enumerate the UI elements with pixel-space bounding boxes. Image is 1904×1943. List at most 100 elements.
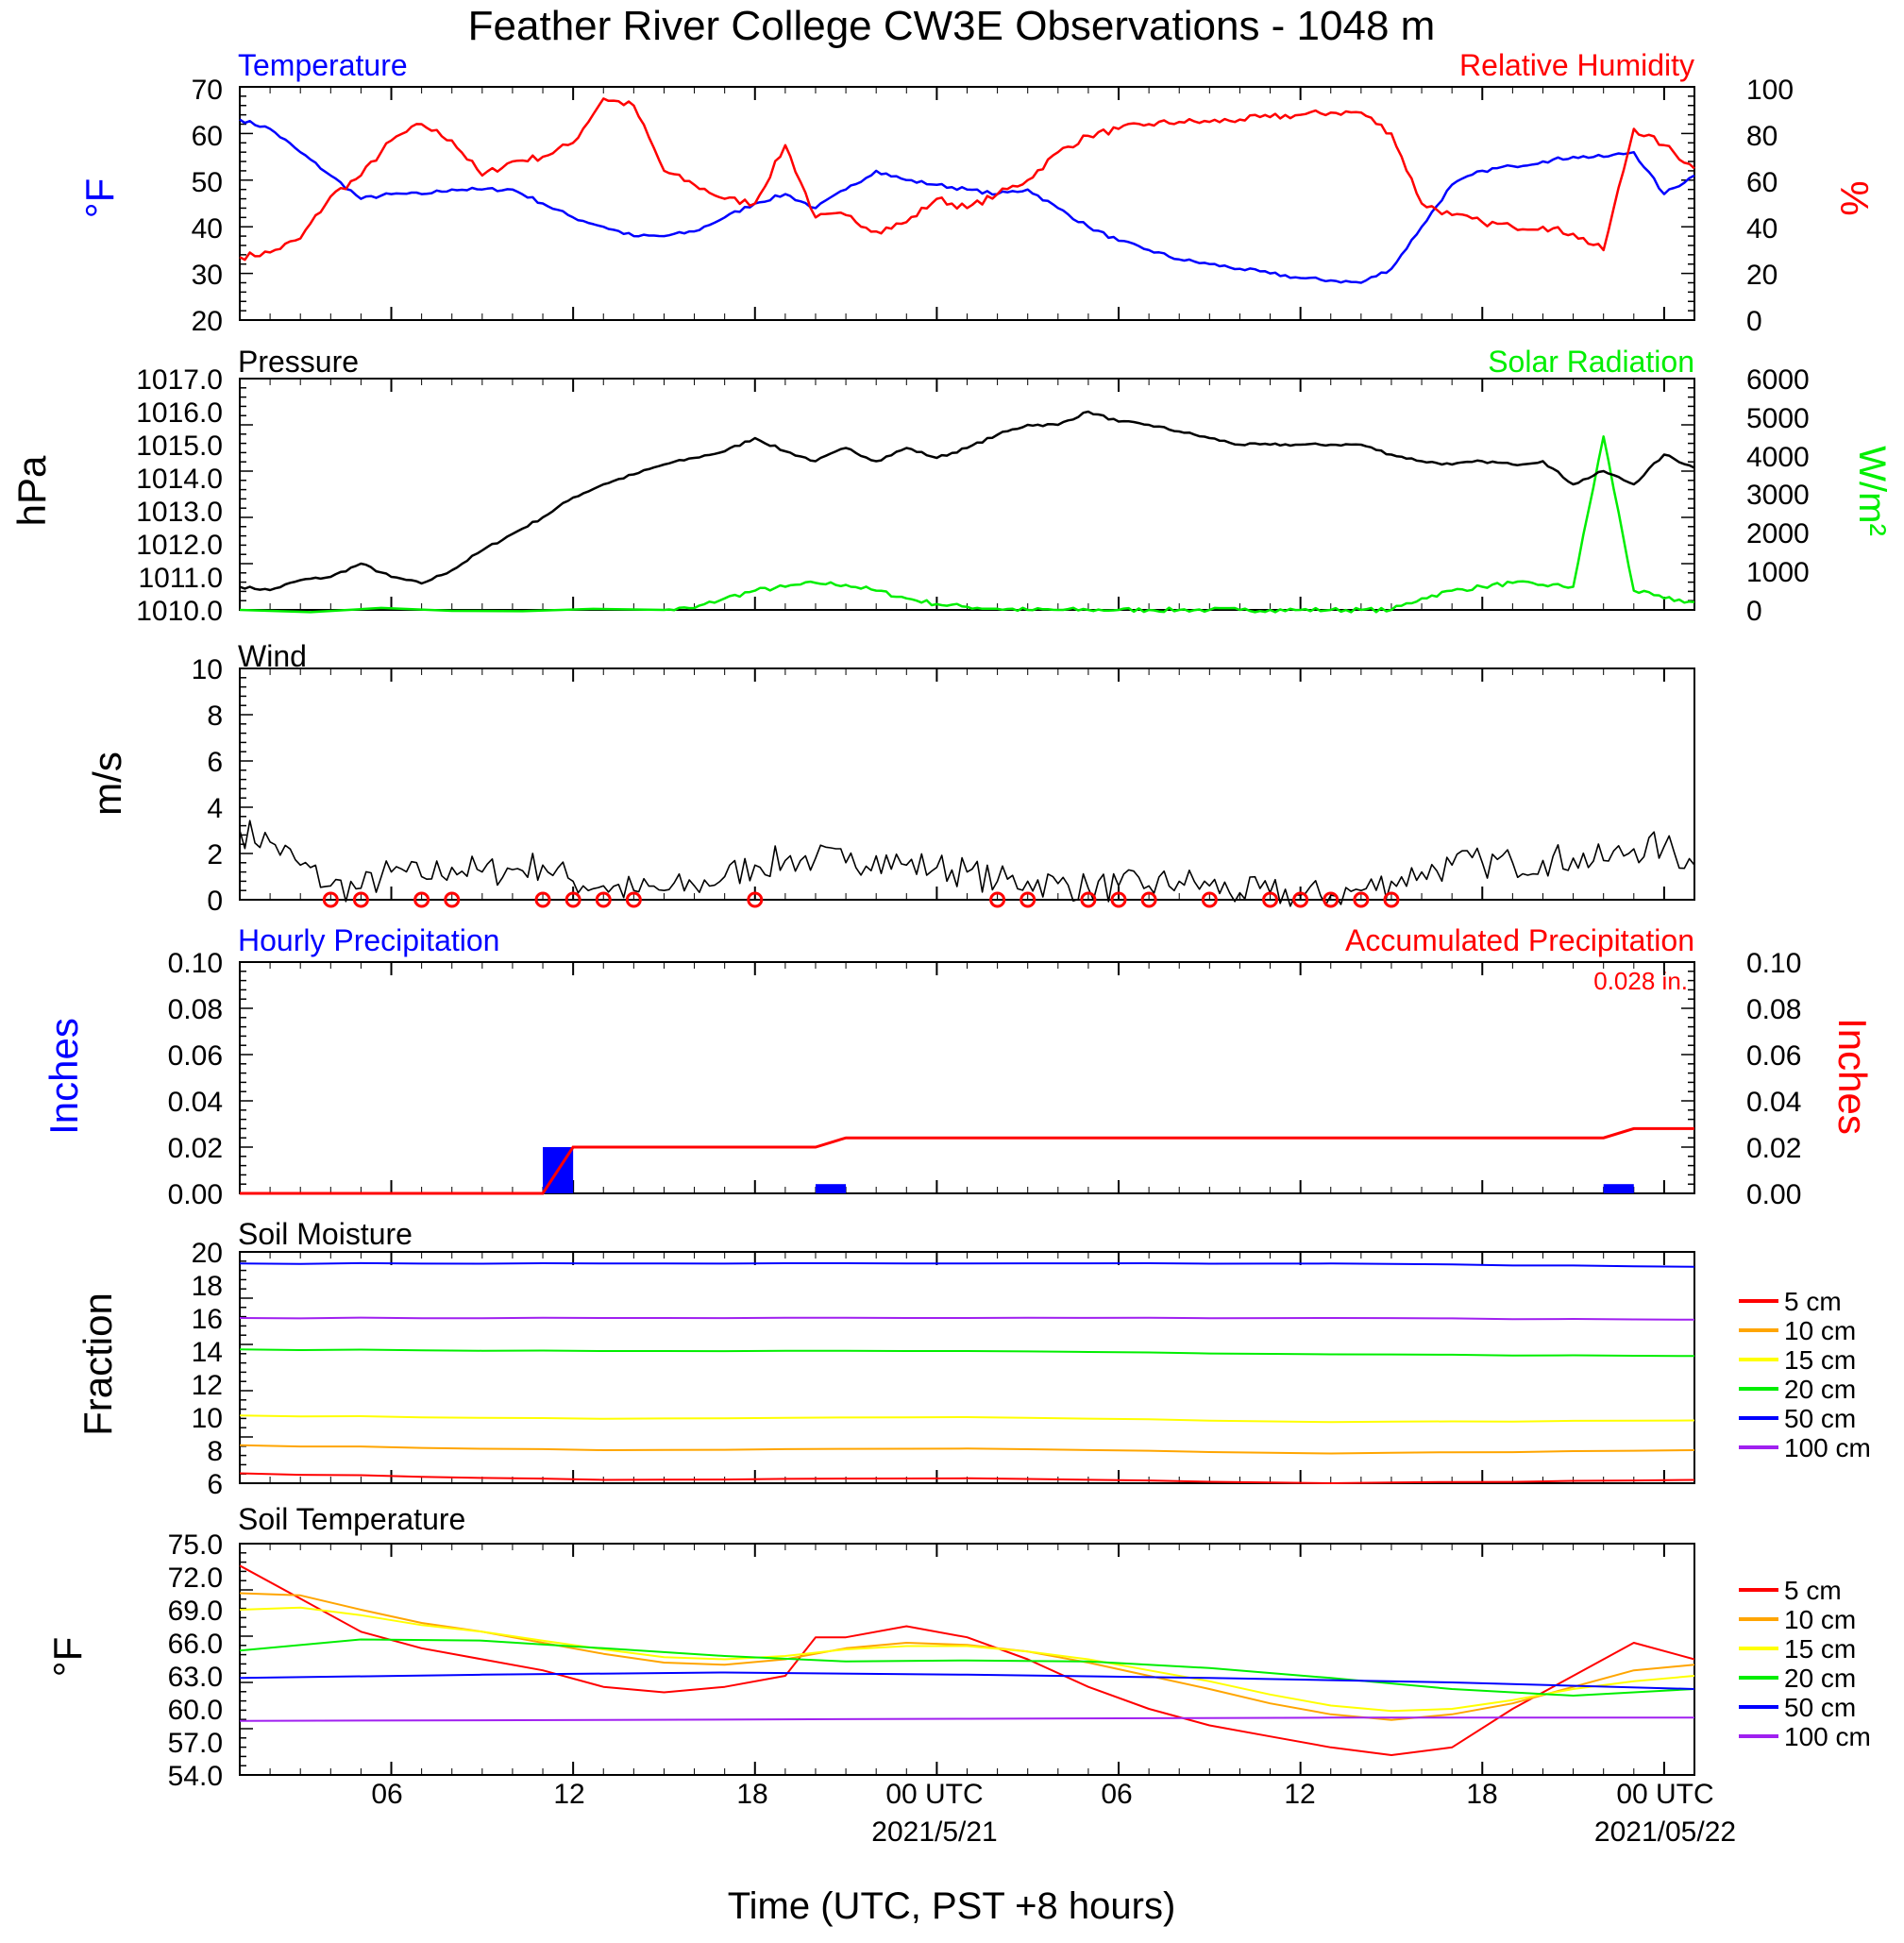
- rh-tick: 80: [1746, 121, 1778, 152]
- calm-wind-marker: [1353, 891, 1370, 908]
- soil-temp-tick: 75.0: [168, 1529, 223, 1561]
- panel-soil-temperature: Soil Temperature °F 54.0 57.0 60.0 63.0 …: [45, 1502, 1871, 1792]
- calm-wind-marker: [989, 891, 1006, 908]
- plot-frame: [239, 667, 1695, 901]
- wind-tick: 0: [207, 886, 223, 917]
- temp-unit: °F: [77, 178, 122, 218]
- solar-unit: W/m²: [1851, 446, 1893, 536]
- date-label: 2021/5/21: [871, 1816, 997, 1848]
- soil-temp-legend: 5 cm 10 cm 15 cm 20 cm 50 cm 100 cm: [1784, 1576, 1871, 1751]
- legend-label: 15 cm: [1784, 1345, 1856, 1375]
- legend-label: 10 cm: [1784, 1605, 1856, 1634]
- soil-temp-tick: 72.0: [168, 1563, 223, 1594]
- x-tick-label: 18: [736, 1779, 767, 1810]
- pressure-title: Pressure: [238, 345, 359, 379]
- accum-precip-total: 0.028 in.: [1593, 967, 1688, 995]
- rh-y-ticks: 0 20 40 60 80 100: [1746, 75, 1794, 337]
- precip-tick: 0.04: [168, 1087, 223, 1118]
- calm-wind-marker: [1019, 891, 1036, 908]
- soil-temp-tick: 63.0: [168, 1662, 223, 1693]
- precip-right-unit: Inches: [1830, 1018, 1875, 1135]
- legend-label: 15 cm: [1784, 1634, 1856, 1664]
- wind-tick: 6: [207, 747, 223, 778]
- series-line-15-cm: [239, 1414, 1695, 1424]
- series-line-wind: [239, 819, 1695, 907]
- plot-frame: [239, 86, 1695, 321]
- rh-tick: 60: [1746, 167, 1778, 198]
- soil-moisture-tick: 10: [192, 1403, 223, 1434]
- soil-moisture-tick: 18: [192, 1271, 223, 1302]
- calm-wind-marker: [352, 891, 369, 908]
- series-line-10-cm: [239, 1592, 1695, 1721]
- series-line-10-cm: [239, 1444, 1695, 1455]
- solar-tick: 3000: [1746, 480, 1810, 511]
- precip-tick: 0.10: [168, 948, 223, 979]
- solar-tick: 6000: [1746, 364, 1810, 396]
- precip-tick: 0.10: [1746, 948, 1801, 979]
- series-line-50-cm: [239, 1671, 1695, 1690]
- soil-temp-unit: °F: [45, 1637, 90, 1677]
- precip-right-ticks: 0.00 0.02 0.04 0.06 0.08 0.10: [1746, 948, 1801, 1210]
- rh-tick: 40: [1746, 213, 1778, 245]
- calm-wind-marker: [1323, 891, 1340, 908]
- soil-temp-tick: 66.0: [168, 1629, 223, 1660]
- panel-soil-moisture: Soil Moisture Fraction 6 8 10 12 14 16 1…: [76, 1217, 1871, 1500]
- soil-temp-tick: 60.0: [168, 1695, 223, 1726]
- legend-label: 10 cm: [1784, 1316, 1856, 1345]
- calm-wind-marker: [1383, 891, 1400, 908]
- soil-temp-tick: 54.0: [168, 1761, 223, 1792]
- soil-temp-tick: 69.0: [168, 1596, 223, 1627]
- pressure-tick: 1010.0: [136, 596, 223, 627]
- precip-tick: 0.08: [168, 994, 223, 1025]
- series-line-solar-radiation: [239, 435, 1695, 614]
- wind-tick: 2: [207, 839, 223, 870]
- wind-tick: 8: [207, 701, 223, 732]
- pressure-tick: 1013.0: [136, 497, 223, 528]
- soil-temp-title: Soil Temperature: [238, 1502, 465, 1536]
- series-line-100-cm: [239, 1316, 1695, 1321]
- accum-precip-title: Accumulated Precipitation: [1345, 923, 1694, 957]
- precip-tick: 0.04: [1746, 1087, 1801, 1118]
- temp-tick: 20: [192, 306, 223, 337]
- temp-tick: 60: [192, 121, 223, 152]
- hourly-precip-bar: [1603, 1184, 1634, 1193]
- soil-moisture-tick: 8: [207, 1436, 223, 1467]
- plot-frame: [239, 378, 1695, 611]
- plot-layer: [239, 86, 1778, 1776]
- x-tick-label: 12: [1284, 1779, 1315, 1810]
- soil-moisture-title: Soil Moisture: [238, 1217, 413, 1251]
- precip-tick: 0.00: [168, 1179, 223, 1210]
- solar-tick: 2000: [1746, 518, 1810, 549]
- solar-tick: 5000: [1746, 403, 1810, 434]
- calm-wind-marker: [1201, 891, 1218, 908]
- series-line-5-cm: [239, 1564, 1695, 1756]
- hourly-precip-bar: [815, 1184, 847, 1193]
- series-line-5-cm: [239, 1472, 1695, 1484]
- temp-tick: 50: [192, 167, 223, 198]
- temp-title: Temperature: [238, 48, 408, 82]
- panel-temp-rh: Temperature Relative Humidity °F % 20 30…: [77, 48, 1877, 337]
- legend-label: 5 cm: [1784, 1576, 1842, 1605]
- calm-wind-marker: [747, 891, 764, 908]
- series-line-20-cm: [239, 1348, 1695, 1358]
- panel-pressure-solar: Pressure Solar Radiation hPa W/m² 1010.0…: [9, 345, 1893, 627]
- legend-label: 50 cm: [1784, 1404, 1856, 1433]
- calm-wind-marker: [625, 891, 642, 908]
- series-line-20-cm: [239, 1638, 1695, 1697]
- calm-wind-marker: [1292, 891, 1309, 908]
- temp-tick: 40: [192, 213, 223, 245]
- temp-y-ticks: 20 30 40 50 60 70: [192, 75, 223, 337]
- x-tick-label: 12: [553, 1779, 584, 1810]
- x-tick-label: 06: [371, 1779, 402, 1810]
- wind-unit: m/s: [85, 752, 129, 816]
- legend-label: 50 cm: [1784, 1693, 1856, 1722]
- calm-wind-marker: [564, 891, 581, 908]
- calm-wind-marker: [444, 891, 461, 908]
- calm-wind-marker: [1140, 891, 1157, 908]
- precip-left-unit: Inches: [42, 1018, 86, 1135]
- legend-label: 20 cm: [1784, 1664, 1856, 1693]
- plot-frame: [239, 1543, 1695, 1776]
- precip-tick: 0.06: [1746, 1040, 1801, 1072]
- pressure-unit: hPa: [9, 455, 54, 526]
- rh-title: Relative Humidity: [1459, 48, 1694, 82]
